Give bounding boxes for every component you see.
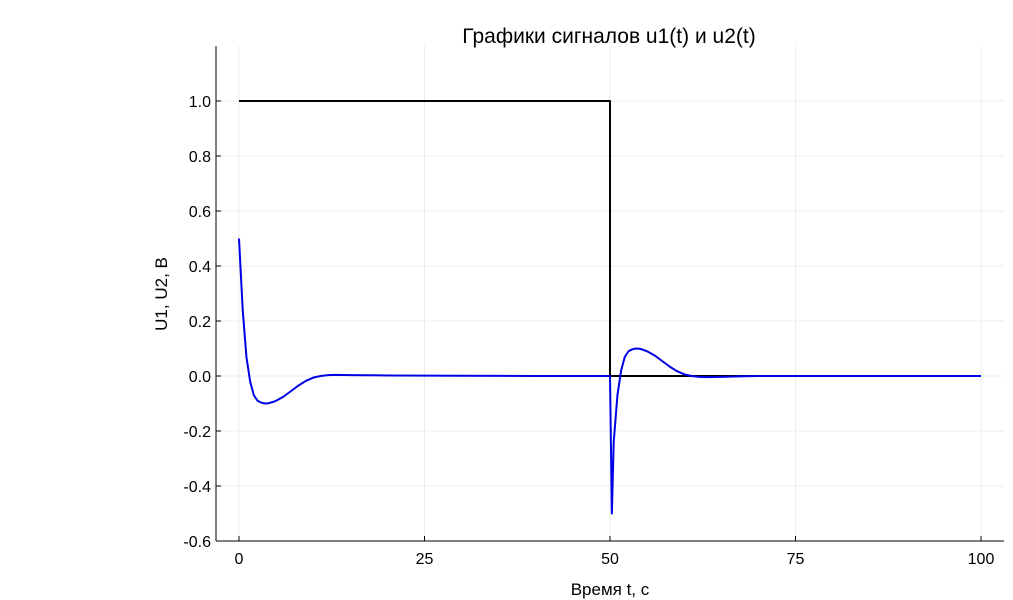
chart-title: Графики сигналов u1(t) и u2(t) bbox=[462, 25, 755, 48]
x-tick-label-0: 0 bbox=[235, 551, 244, 568]
y-axis-label: U1, U2, В bbox=[152, 257, 171, 331]
x-tick-label-4: 100 bbox=[968, 551, 995, 568]
y-tick-label-8: 1.0 bbox=[189, 94, 211, 111]
y-tick-label-2: -0.2 bbox=[183, 424, 211, 441]
y-tick-label-3: 0.0 bbox=[189, 369, 211, 386]
x-axis-label: Время t, с bbox=[571, 580, 650, 599]
y-tick-labels: -0.6 -0.4 -0.2 0.0 0.2 0.4 0.6 0.8 1.0 bbox=[183, 94, 211, 551]
y-tick-label-0: -0.6 bbox=[183, 534, 211, 551]
x-tick-label-2: 50 bbox=[601, 551, 619, 568]
series-line-2 bbox=[238, 238, 981, 515]
y-tick-label-1: -0.4 bbox=[183, 479, 211, 496]
series-lines bbox=[238, 100, 981, 515]
x-tick-labels: 0 25 50 75 100 bbox=[235, 551, 995, 568]
series-line-1 bbox=[239, 100, 981, 377]
y-tick-label-4: 0.2 bbox=[189, 314, 211, 331]
y-tick-label-7: 0.8 bbox=[189, 149, 211, 166]
y-tick-label-6: 0.6 bbox=[189, 204, 211, 221]
y-tick-label-5: 0.4 bbox=[189, 259, 211, 276]
x-tick-label-3: 75 bbox=[787, 551, 805, 568]
axes bbox=[215, 46, 1004, 542]
x-tick-label-1: 25 bbox=[416, 551, 434, 568]
